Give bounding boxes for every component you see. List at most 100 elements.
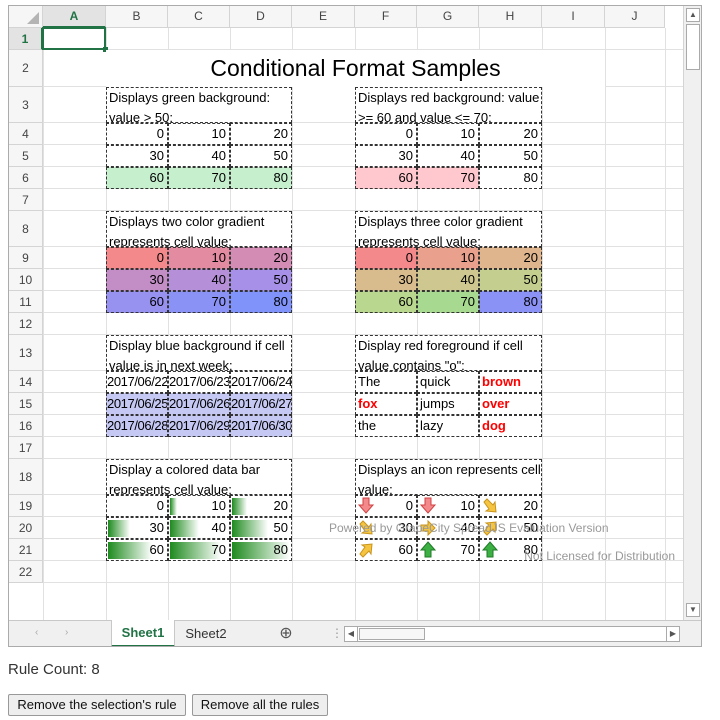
red-cell[interactable]: 0 [355,123,417,145]
nextweek-cell[interactable]: 2017/06/26 [168,393,230,415]
nextweek-cell[interactable]: 2017/06/22 [106,371,168,393]
twocolor-cell[interactable]: 80 [230,291,292,313]
row-header[interactable]: 15 [9,393,43,415]
column-header[interactable]: G [417,6,479,28]
green-cell[interactable]: 80 [230,167,292,189]
redfg-cell[interactable]: The [355,371,417,393]
red-cell[interactable]: 60 [355,167,417,189]
row-header[interactable]: 16 [9,415,43,437]
redfg-cell[interactable]: the [355,415,417,437]
add-sheet-icon[interactable]: ⊕ [279,625,293,642]
icons-cell[interactable]: 0 [355,495,417,517]
twocolor-cell[interactable]: 20 [230,247,292,269]
green-cell[interactable]: 60 [106,167,168,189]
icons-cell[interactable]: 70 [417,539,479,561]
hscroll-left-icon[interactable]: ◀ [345,627,358,641]
vertical-scrollbar[interactable]: ▲ ▼ [683,6,701,620]
row-header[interactable]: 11 [9,291,43,313]
twocolor-cell[interactable]: 50 [230,269,292,291]
icons-cell[interactable]: 60 [355,539,417,561]
column-header[interactable]: B [106,6,168,28]
threecolor-cell[interactable]: 10 [417,247,479,269]
icons-cell[interactable]: 10 [417,495,479,517]
twocolor-cell[interactable]: 10 [168,247,230,269]
green-cell[interactable]: 70 [168,167,230,189]
green-cell[interactable]: 50 [230,145,292,167]
row-header[interactable]: 1 [9,28,43,50]
red-cell[interactable]: 80 [479,167,542,189]
row-header[interactable]: 7 [9,189,43,211]
row-header[interactable]: 12 [9,313,43,335]
row-header[interactable]: 5 [9,145,43,167]
row-header[interactable]: 18 [9,459,43,495]
scroll-thumb[interactable] [686,24,700,70]
threecolor-cell[interactable]: 80 [479,291,542,313]
row-header[interactable]: 4 [9,123,43,145]
redfg-cell[interactable]: over [479,393,542,415]
databar-cell[interactable]: 60 [106,539,168,561]
red-cell[interactable]: 50 [479,145,542,167]
twocolor-cell[interactable]: 40 [168,269,230,291]
row-header[interactable]: 2 [9,50,43,87]
green-cell[interactable]: 0 [106,123,168,145]
row-header[interactable]: 8 [9,211,43,247]
green-cell[interactable]: 40 [168,145,230,167]
redfg-cell[interactable]: jumps [417,393,479,415]
column-header[interactable]: F [355,6,417,28]
row-header[interactable]: 21 [9,539,43,561]
nextweek-cell[interactable]: 2017/06/27 [230,393,292,415]
threecolor-cell[interactable]: 60 [355,291,417,313]
remove-all-rules-button[interactable]: Remove all the rules [192,694,328,716]
column-header[interactable]: I [542,6,605,28]
column-header[interactable]: D [230,6,292,28]
threecolor-cell[interactable]: 70 [417,291,479,313]
row-header[interactable]: 17 [9,437,43,459]
databar-cell[interactable]: 10 [168,495,230,517]
nextweek-cell[interactable]: 2017/06/24 [230,371,292,393]
column-header[interactable]: H [479,6,542,28]
icons-cell[interactable]: 50 [479,517,542,539]
tab-splitter[interactable]: ⋮ [331,626,343,640]
row-header[interactable]: 6 [9,167,43,189]
nextweek-cell[interactable]: 2017/06/28 [106,415,168,437]
scroll-down-icon[interactable]: ▼ [686,603,700,617]
red-cell[interactable]: 20 [479,123,542,145]
redfg-cell[interactable]: fox [355,393,417,415]
twocolor-cell[interactable]: 70 [168,291,230,313]
selected-cell[interactable] [42,27,106,50]
threecolor-cell[interactable]: 20 [479,247,542,269]
redfg-cell[interactable]: lazy [417,415,479,437]
nextweek-cell[interactable]: 2017/06/30 [230,415,292,437]
icons-cell[interactable]: 20 [479,495,542,517]
redfg-cell[interactable]: dog [479,415,542,437]
row-header[interactable]: 20 [9,517,43,539]
column-header[interactable]: C [168,6,230,28]
fill-handle[interactable] [103,47,108,52]
green-cell[interactable]: 20 [230,123,292,145]
hscroll-thumb[interactable] [359,628,425,640]
nextweek-cell[interactable]: 2017/06/29 [168,415,230,437]
threecolor-cell[interactable]: 50 [479,269,542,291]
column-header[interactable]: A [43,6,106,28]
databar-cell[interactable]: 80 [230,539,292,561]
databar-cell[interactable]: 20 [230,495,292,517]
tab-nav-prev-icon[interactable]: ‹ [35,627,39,638]
tab-sheet2[interactable]: Sheet2 [185,626,227,641]
nextweek-cell[interactable]: 2017/06/25 [106,393,168,415]
databar-cell[interactable]: 70 [168,539,230,561]
spreadsheet[interactable]: A B C D E F G H I J 1 2 3 4 5 6 7 8 9 10 11 12 13 14 15 16 17 18 19 2… [8,5,702,647]
threecolor-cell[interactable]: 40 [417,269,479,291]
row-header[interactable]: 22 [9,561,43,583]
red-cell[interactable]: 40 [417,145,479,167]
column-header[interactable]: J [605,6,665,28]
databar-cell[interactable]: 40 [168,517,230,539]
row-header[interactable]: 9 [9,247,43,269]
icons-cell[interactable]: 40 [417,517,479,539]
databar-cell[interactable]: 50 [230,517,292,539]
red-cell[interactable]: 70 [417,167,479,189]
icons-cell[interactable]: 80 [479,539,542,561]
red-cell[interactable]: 10 [417,123,479,145]
column-header[interactable]: E [292,6,355,28]
twocolor-cell[interactable]: 60 [106,291,168,313]
nextweek-cell[interactable]: 2017/06/23 [168,371,230,393]
